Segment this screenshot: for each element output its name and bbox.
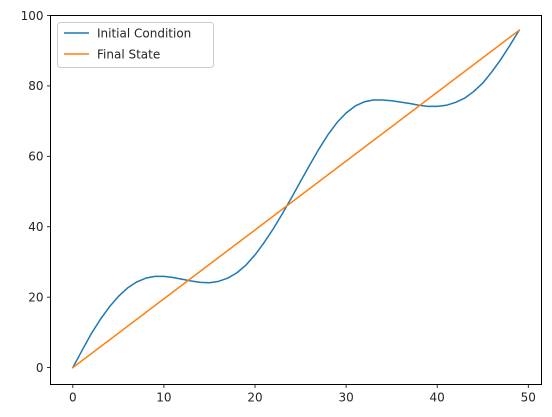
legend-box [57,22,214,68]
x-axis: 0 10 20 30 40 50 [69,384,536,405]
series-line-final-state [71,29,521,369]
x-tick-label: 30 [338,391,353,405]
y-tick-label: 100 [21,9,44,23]
x-tick-label: 40 [430,391,445,405]
series-lines [71,29,521,369]
x-tick-label: 50 [521,391,536,405]
plot-frame [50,15,542,385]
x-tick-label: 0 [69,391,77,405]
y-axis: 0 20 40 60 80 100 [21,9,51,375]
y-tick-label: 40 [28,220,43,234]
y-tick-label: 0 [36,361,44,375]
legend-label-final-state: Final State [97,48,160,62]
y-tick-label: 60 [28,150,43,164]
x-tick-label: 20 [247,391,262,405]
y-tick-label: 80 [28,79,43,93]
x-tick-label: 10 [156,391,171,405]
legend-label-initial-condition: Initial Condition [97,27,191,41]
y-tick-label: 20 [28,290,43,304]
series-line-initial-condition [71,29,521,369]
legend: Initial Condition Final State [57,22,214,68]
